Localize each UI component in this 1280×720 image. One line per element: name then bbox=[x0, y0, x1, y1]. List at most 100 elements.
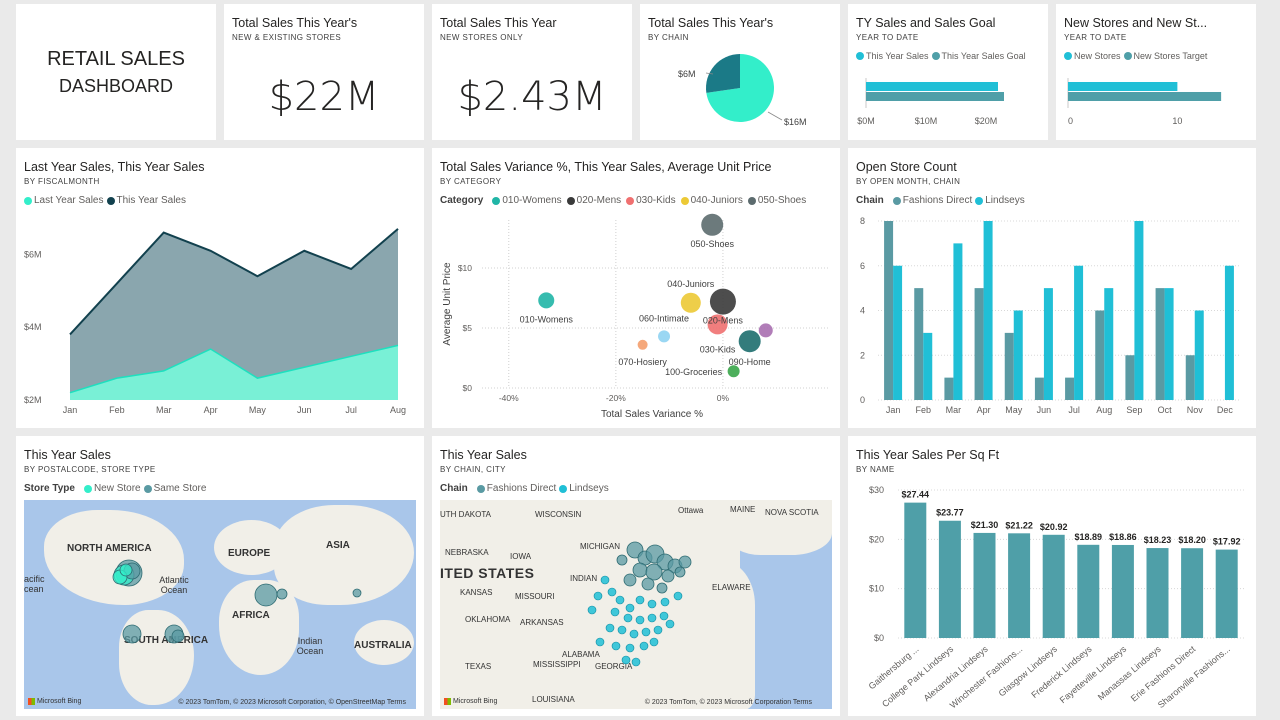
bar[interactable] bbox=[1194, 310, 1204, 401]
bar[interactable] bbox=[1013, 310, 1023, 401]
store-bubble[interactable] bbox=[352, 588, 362, 598]
map-bubbles[interactable] bbox=[24, 500, 416, 709]
sqft-chart-tile[interactable]: This Year Sales Per Sq Ft BY NAME $0 $10 $… bbox=[848, 436, 1256, 716]
legend-item[interactable]: 020-Mens bbox=[576, 195, 622, 206]
area-this-year[interactable] bbox=[70, 228, 398, 400]
store-bubble[interactable] bbox=[617, 625, 627, 635]
bar[interactable] bbox=[1181, 548, 1204, 638]
bar[interactable] bbox=[893, 265, 903, 400]
scatter-point[interactable] bbox=[538, 292, 555, 309]
store-bubble[interactable] bbox=[593, 591, 603, 601]
new-stores-bar-chart[interactable]: 0 10 bbox=[1056, 4, 1256, 140]
bar[interactable] bbox=[1185, 355, 1195, 400]
bar[interactable] bbox=[1164, 288, 1174, 400]
bar[interactable] bbox=[983, 221, 993, 400]
scatter-point[interactable] bbox=[637, 339, 648, 350]
scatter-point[interactable] bbox=[738, 330, 761, 353]
bar[interactable] bbox=[866, 92, 1004, 101]
legend-item[interactable]: Same Store bbox=[153, 483, 207, 494]
store-bubble[interactable] bbox=[119, 563, 133, 577]
bar[interactable] bbox=[914, 288, 924, 400]
map-bubbles[interactable] bbox=[440, 500, 832, 709]
store-bubble[interactable] bbox=[647, 599, 657, 609]
store-bubble[interactable] bbox=[641, 577, 655, 591]
bar[interactable] bbox=[1125, 355, 1135, 400]
store-bubble[interactable] bbox=[647, 613, 657, 623]
kpi-total-sales-card[interactable]: Total Sales This Year's NEW & EXISTING S… bbox=[224, 4, 424, 140]
scatter-chart-tile[interactable]: Total Sales Variance %, This Year Sales,… bbox=[432, 148, 840, 428]
bar[interactable] bbox=[1215, 549, 1238, 638]
bar[interactable] bbox=[1004, 332, 1014, 400]
bar[interactable] bbox=[1224, 265, 1234, 400]
pie-slice[interactable] bbox=[706, 54, 740, 93]
legend-item[interactable]: New Stores Target bbox=[1133, 51, 1208, 61]
line-last-year[interactable] bbox=[69, 344, 399, 394]
us-map[interactable]: UTH DAKOTA WISCONSIN MICHIGAN Ottawa MAINE NO… bbox=[440, 500, 832, 709]
us-map-tile[interactable]: This Year Sales BY CHAIN, CITY Chain Fas… bbox=[432, 436, 840, 716]
bar[interactable] bbox=[1074, 265, 1084, 400]
store-bubble[interactable] bbox=[678, 555, 692, 569]
store-bubble[interactable] bbox=[254, 583, 278, 607]
new-stores-tile[interactable]: New Stores and New St... YEAR TO DATE Ne… bbox=[1056, 4, 1256, 140]
store-bubble[interactable] bbox=[653, 625, 663, 635]
store-bubble[interactable] bbox=[623, 573, 637, 587]
store-bubble[interactable] bbox=[610, 607, 620, 617]
scatter-point[interactable] bbox=[727, 365, 740, 378]
area-last-year[interactable] bbox=[70, 345, 398, 400]
store-bubble[interactable] bbox=[659, 611, 669, 621]
line-this-year[interactable] bbox=[69, 228, 399, 336]
bar[interactable] bbox=[973, 532, 996, 638]
legend-item[interactable]: 040-Juniors bbox=[690, 195, 743, 206]
world-map[interactable]: NORTH AMERICA EUROPE ASIA AFRICA SOUTH A… bbox=[24, 500, 416, 709]
store-bubble[interactable] bbox=[639, 641, 649, 651]
bar[interactable] bbox=[1068, 82, 1178, 91]
scatter-point[interactable] bbox=[680, 292, 701, 313]
bar[interactable] bbox=[923, 332, 933, 400]
legend-item[interactable]: 010-Womens bbox=[502, 195, 562, 206]
kpi-new-stores-card[interactable]: Total Sales This Year NEW STORES ONLY $2… bbox=[432, 4, 632, 140]
store-bubble[interactable] bbox=[631, 657, 641, 667]
scatter-point[interactable] bbox=[658, 330, 671, 343]
legend-item[interactable]: Last Year Sales bbox=[34, 195, 104, 206]
bar[interactable] bbox=[944, 377, 954, 400]
store-bubble[interactable] bbox=[595, 637, 605, 647]
legend-item[interactable]: 050-Shoes bbox=[757, 195, 807, 206]
store-count-tile[interactable]: Open Store Count BY OPEN MONTH, CHAIN Ch… bbox=[848, 148, 1256, 428]
store-bubble[interactable] bbox=[635, 595, 645, 605]
store-bubble[interactable] bbox=[660, 597, 670, 607]
bar[interactable] bbox=[974, 288, 984, 400]
bar[interactable] bbox=[1155, 288, 1165, 400]
store-bubble[interactable] bbox=[122, 624, 142, 644]
pie-chart-tile[interactable]: Total Sales This Year's BY CHAIN $16M $6M bbox=[640, 4, 840, 140]
map-attribution[interactable]: © 2023 TomTom, © 2023 Microsoft Corporat… bbox=[644, 699, 812, 706]
bar[interactable] bbox=[953, 243, 963, 400]
store-bubble[interactable] bbox=[621, 655, 631, 665]
store-bubble[interactable] bbox=[607, 587, 617, 597]
store-count-bar-chart[interactable]: 0 2 4 6 8 Jan Feb Mar Apr May Jun Jul Aug Sep Oct Nov De… bbox=[848, 148, 1256, 428]
store-bubble[interactable] bbox=[625, 643, 635, 653]
store-bubble[interactable] bbox=[625, 603, 635, 613]
scatter-point[interactable] bbox=[758, 323, 773, 338]
bar[interactable] bbox=[1034, 377, 1044, 400]
store-bubble[interactable] bbox=[641, 627, 651, 637]
store-bubble[interactable] bbox=[673, 591, 683, 601]
store-bubble[interactable] bbox=[616, 554, 628, 566]
scatter-point[interactable] bbox=[701, 213, 724, 236]
store-bubble[interactable] bbox=[656, 582, 668, 594]
bar[interactable] bbox=[1111, 544, 1134, 638]
store-bubble[interactable] bbox=[611, 641, 621, 651]
legend-item[interactable]: 030-Kids bbox=[636, 195, 676, 206]
bar[interactable] bbox=[1068, 92, 1222, 101]
ty-goal-bar-chart[interactable]: $0M $10M $20M bbox=[848, 4, 1048, 140]
legend-item[interactable]: Fashions Direct bbox=[486, 483, 557, 494]
store-bubble[interactable] bbox=[629, 629, 639, 639]
bar[interactable] bbox=[1008, 533, 1031, 638]
store-bubble[interactable] bbox=[276, 588, 288, 600]
pie-chart[interactable]: $16M $6M bbox=[640, 4, 840, 140]
bar[interactable] bbox=[1134, 221, 1144, 400]
bar[interactable] bbox=[904, 502, 927, 638]
store-bubble[interactable] bbox=[674, 566, 686, 578]
legend-item[interactable]: New Stores bbox=[1074, 51, 1121, 61]
pie-slice[interactable] bbox=[706, 54, 774, 122]
